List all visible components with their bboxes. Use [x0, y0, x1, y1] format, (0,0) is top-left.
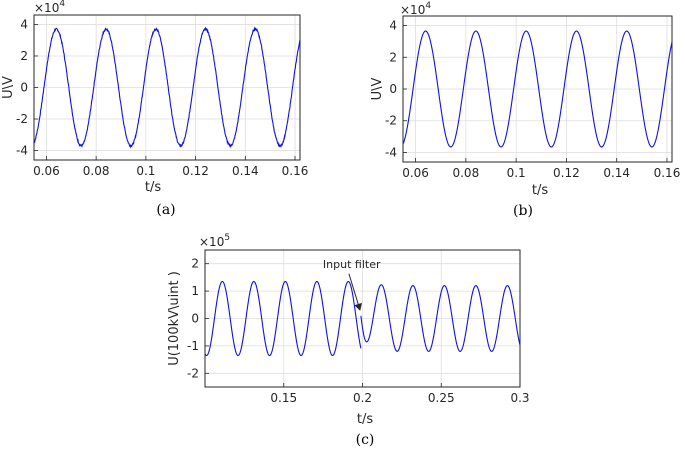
y-tick-label: -4 [385, 145, 397, 159]
plot-frame [204, 249, 521, 388]
y-tick-label: 1 [191, 284, 199, 298]
x-tick-label: 0.15 [270, 391, 297, 405]
y-tick-label: 2 [20, 49, 28, 63]
series-line [402, 30, 673, 148]
y-tick-label: -4 [16, 144, 28, 158]
x-tick-label: 0.1 [507, 166, 526, 180]
x-tick-label: 0.2 [353, 391, 372, 405]
series-line [204, 280, 362, 357]
x-tick-label: 0.14 [603, 166, 630, 180]
y-tick-label: 0 [191, 312, 199, 326]
x-tick-label: 0.12 [182, 164, 209, 178]
x-tick-label: 0.16 [282, 164, 309, 178]
y-tick-label: 4 [20, 17, 28, 31]
y-exponent-power: 4 [425, 1, 431, 11]
annotation-text: Input filter [323, 258, 381, 271]
y-tick-label: -1 [187, 339, 199, 353]
x-tick-label: 0.06 [33, 164, 60, 178]
y-axis-label: U\V [1, 76, 16, 99]
y-exponent-power: 5 [224, 233, 230, 243]
x-tick-label: 0.08 [452, 166, 479, 180]
y-exponent-base: ×10 [400, 3, 425, 17]
y-tick-label: 2 [389, 50, 397, 64]
y-tick-label: -2 [385, 114, 397, 128]
x-tick-label: 0.08 [83, 164, 110, 178]
y-exponent-label: ×104 [400, 1, 431, 17]
x-tick-label: 0.3 [510, 391, 529, 405]
x-tick-label: 0.16 [654, 166, 681, 180]
x-tick-label: 0.1 [136, 164, 155, 178]
y-tick-label: 0 [389, 82, 397, 96]
plot-frame [33, 14, 301, 161]
chart-panel-b: 0.06 0.08 0.1 0.12 0.14 0.16 -4 -2 0 2 4×104 t/s U\V… [370, 1, 680, 219]
series-line [33, 26, 301, 149]
y-tick-label: 2 [191, 257, 199, 271]
y-exponent-label: ×105 [199, 233, 230, 249]
y-exponent-label: ×104 [34, 0, 65, 15]
y-axis-label: U\V [370, 78, 385, 101]
y-tick-label: -2 [16, 112, 28, 126]
plot-frame [402, 15, 673, 163]
x-axis-label: t/s [532, 183, 548, 198]
y-tick-label: 0 [20, 81, 28, 95]
annotation-arrow [348, 273, 362, 311]
x-axis-label: t/s [357, 412, 373, 427]
chart-panel-a: 0.06 0.08 0.1 0.12 0.14 0.16-4-2024×104t/sU\V… [1, 0, 308, 218]
series-line [360, 284, 521, 352]
y-exponent-power: 4 [59, 0, 65, 9]
y-exponent-base: ×10 [34, 1, 59, 15]
y-axis-label: U(100kV\uint ) [167, 271, 182, 366]
x-tick-label: 0.14 [232, 164, 259, 178]
chart-panel-c: 0.15 0.2 0.25 0.3 -2 -1 0 1 2×105 t/s U(100kV\uint… [167, 233, 530, 448]
y-exponent-base: ×10 [199, 235, 224, 249]
y-tick-label: -2 [187, 366, 199, 380]
x-tick-label: 0.06 [402, 166, 429, 180]
x-axis-label: t/s [145, 180, 161, 195]
panel-caption: (c) [356, 432, 375, 448]
x-tick-label: 0.25 [428, 391, 455, 405]
x-tick-label: 0.12 [553, 166, 580, 180]
panel-caption: (a) [156, 202, 175, 218]
y-tick-label: 4 [389, 19, 397, 33]
panel-caption: (b) [513, 203, 533, 219]
